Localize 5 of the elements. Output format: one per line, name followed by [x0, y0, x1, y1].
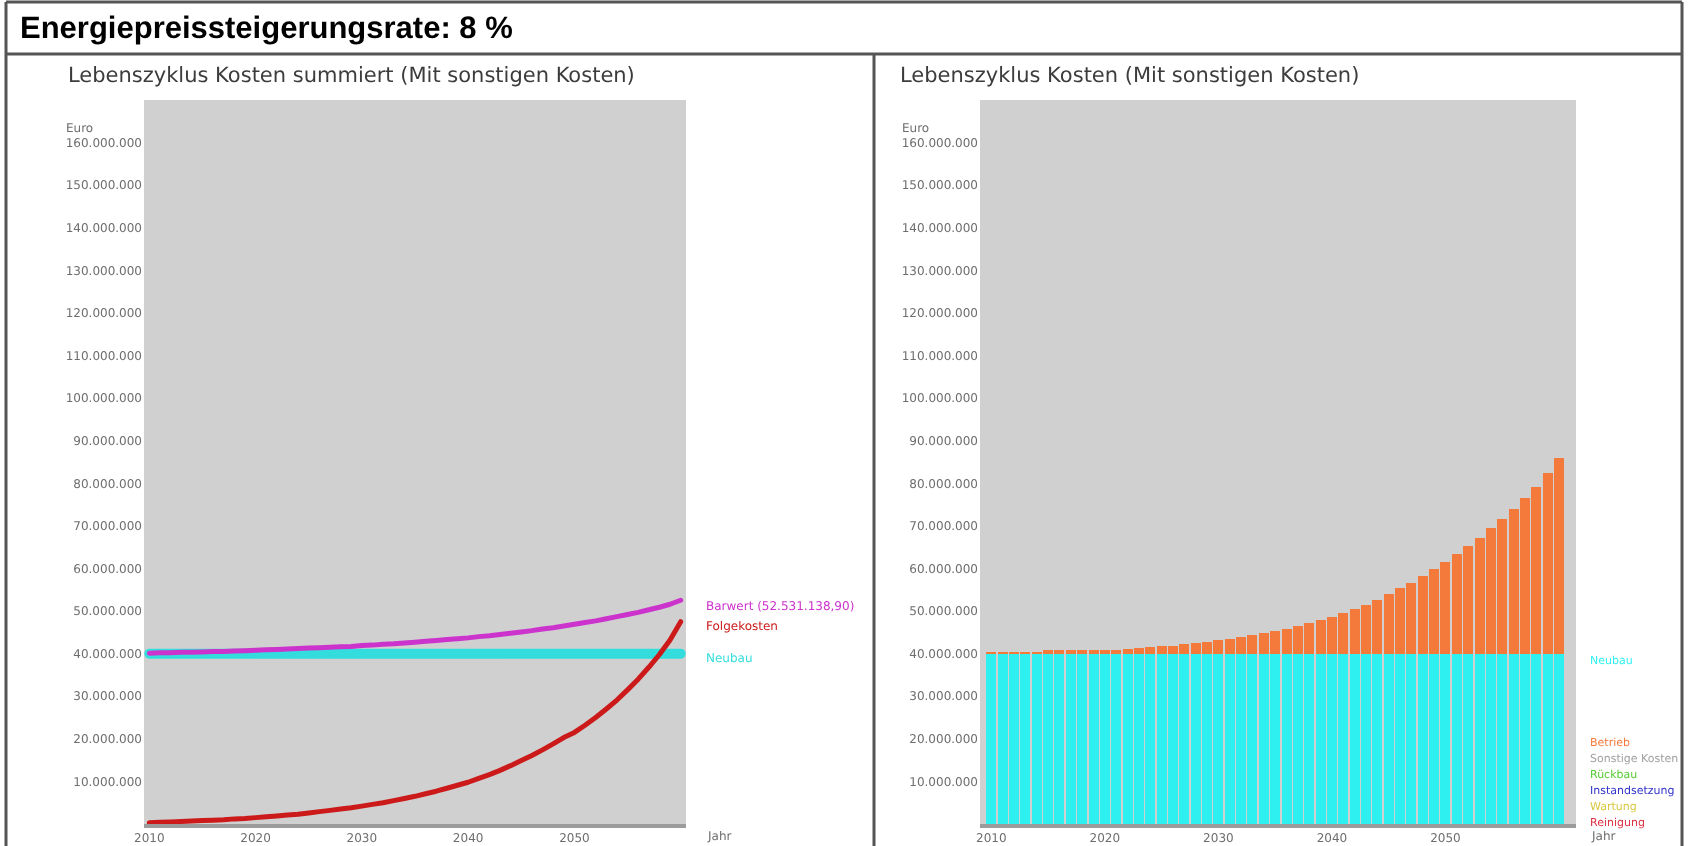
line-series — [146, 597, 684, 656]
chart-title: Energiepreissteigerungsrate: 8 % — [20, 12, 514, 46]
chart-subtitle: Lebenszyklus Kosten summiert (Mit sonstigen Kosten) — [68, 64, 635, 88]
line-series — [146, 619, 684, 824]
chart-title: Lebenszyklus Kosten (Mit sonstigen Kosten) — [900, 64, 1360, 88]
